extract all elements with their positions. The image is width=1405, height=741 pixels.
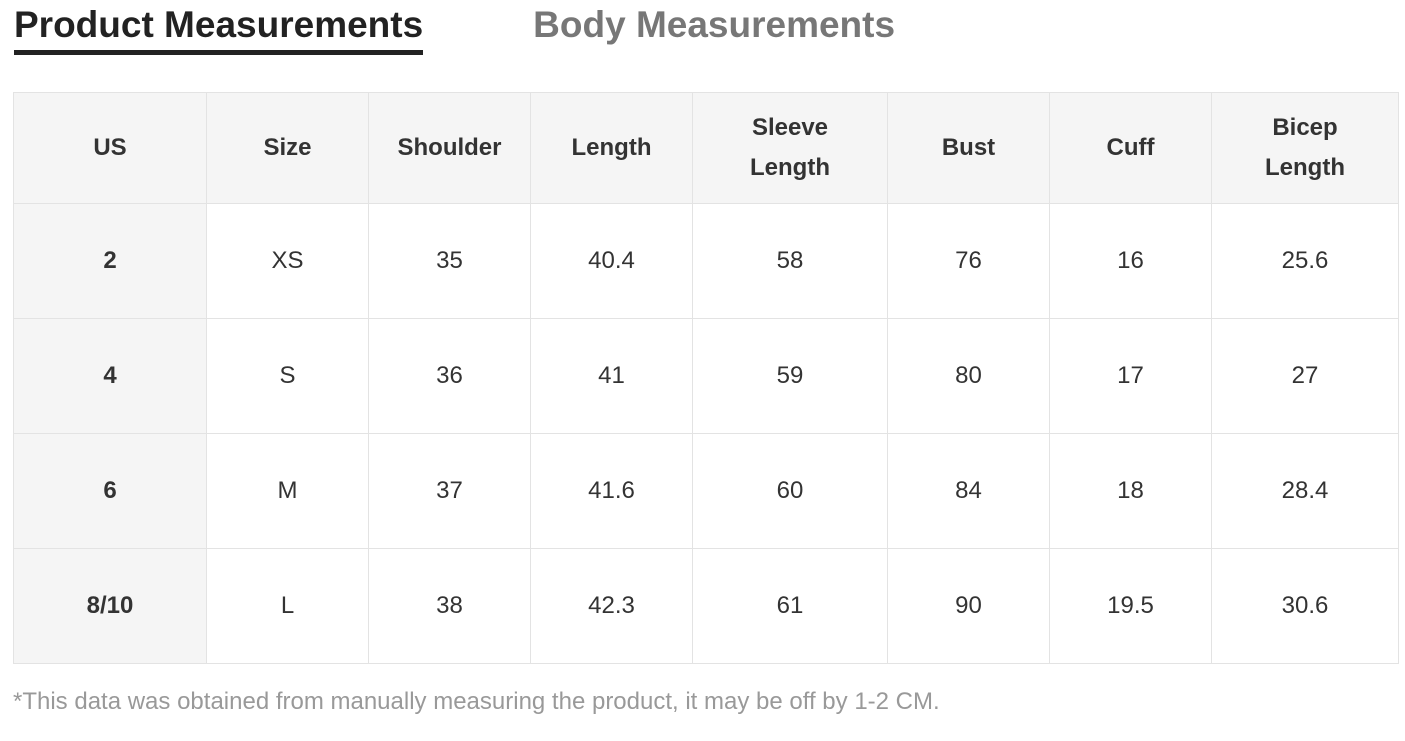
header-cell: Bust: [887, 92, 1050, 204]
table-cell: 18: [1049, 433, 1212, 549]
header-text: Shoulder: [397, 134, 502, 161]
table-cell: 25.6: [1211, 203, 1399, 319]
table-cell: 27: [1211, 318, 1399, 434]
table-cell: 6: [13, 433, 207, 549]
table-cell: 76: [887, 203, 1050, 319]
header-text: US: [93, 134, 127, 161]
table-cell: 4: [13, 318, 207, 434]
table-cell: 61: [692, 548, 888, 664]
size-table: US Size Shoulder Length Sleeve Length Bust Cuf…: [13, 92, 1399, 664]
header-text: Length: [571, 134, 652, 161]
table-cell: S: [206, 318, 369, 434]
tab-bar: Product Measurements Body Measurements: [14, 0, 895, 56]
table-cell: 36: [368, 318, 531, 434]
table-cell: 84: [887, 433, 1050, 549]
header-cell: Size: [206, 92, 369, 204]
table-row: 8/10 L 38 42.3 61 90 19.5 30.6: [13, 548, 1399, 664]
table-row: 2 XS 35 40.4 58 76 16 25.6: [13, 203, 1399, 319]
table-cell: 90: [887, 548, 1050, 664]
table-cell: 58: [692, 203, 888, 319]
header-cell: US: [13, 92, 207, 204]
header-text: Bust: [941, 134, 996, 161]
table-cell: 42.3: [530, 548, 693, 664]
tab[interactable]: Body Measurements: [533, 4, 896, 45]
table-cell: 8/10: [13, 548, 207, 664]
table-cell: 35: [368, 203, 531, 319]
table-row: 4 S 36 41 59 80 17 27: [13, 318, 1399, 434]
header-row: US Size Shoulder Length Sleeve Length Bust Cuf…: [13, 92, 1399, 204]
table-cell: 60: [692, 433, 888, 549]
table-cell: 40.4: [530, 203, 693, 319]
table-cell: 41.6: [530, 433, 693, 549]
table-cell: 37: [368, 433, 531, 549]
header-cell: Bicep Length: [1211, 92, 1399, 204]
table-cell: M: [206, 433, 369, 549]
table-cell: 30.6: [1211, 548, 1399, 664]
footnote: *This data was obtained from manually me…: [13, 688, 940, 715]
table-cell: 16: [1049, 203, 1212, 319]
header-text: Sleeve Length: [750, 114, 830, 181]
table-cell: 28.4: [1211, 433, 1399, 549]
table-body: 2 XS 35 40.4 58 76 16 25.6 4 S 36 41 59 80 17 27 6 M 37 41.…: [13, 203, 1399, 664]
header-cell: Length: [530, 92, 693, 204]
header-cell: Sleeve Length: [692, 92, 888, 204]
header-text: Size: [263, 134, 312, 161]
header-cell: Cuff: [1049, 92, 1212, 204]
table-cell: 41: [530, 318, 693, 434]
header-cell: Shoulder: [368, 92, 531, 204]
table-cell: 38: [368, 548, 531, 664]
table-cell: 59: [692, 318, 888, 434]
table-cell: 80: [887, 318, 1050, 434]
table-cell: L: [206, 548, 369, 664]
table-cell: 19.5: [1049, 548, 1212, 664]
header-text: Bicep Length: [1265, 114, 1345, 181]
header-text: Cuff: [1106, 134, 1155, 161]
table-row: 6 M 37 41.6 60 84 18 28.4: [13, 433, 1399, 549]
table-cell: XS: [206, 203, 369, 319]
tab[interactable]: Product Measurements: [14, 0, 424, 55]
table-cell: 17: [1049, 318, 1212, 434]
table-cell: 2: [13, 203, 207, 319]
